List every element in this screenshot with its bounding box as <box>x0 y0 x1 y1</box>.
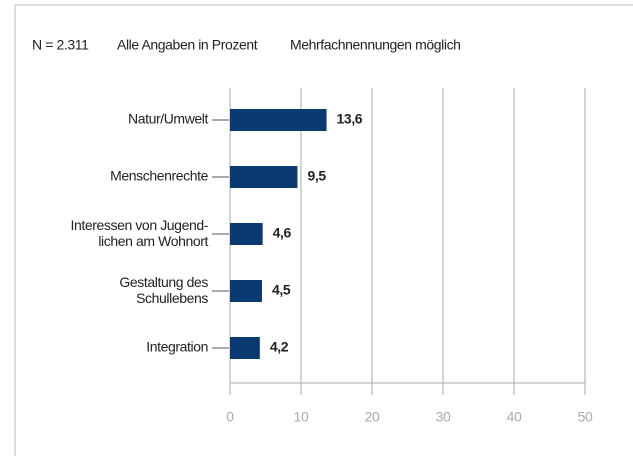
value-label: 9,5 <box>307 168 326 184</box>
bar <box>230 223 263 245</box>
bar <box>230 280 262 302</box>
x-tick-label: 10 <box>294 409 309 425</box>
y-tick-label: Gestaltung des Schullebens <box>119 274 208 306</box>
x-tick-label: 50 <box>578 409 593 425</box>
y-tick-label: Integration <box>146 339 208 355</box>
note: N = 2.311 <box>32 37 89 53</box>
value-label: 13,6 <box>337 111 363 127</box>
y-tick-label: Menschenrechte <box>110 168 209 184</box>
x-tick-label: 40 <box>507 409 522 425</box>
bar <box>230 109 327 131</box>
bar <box>230 166 298 188</box>
x-tick-label: 20 <box>365 409 380 425</box>
note: Alle Angaben in Prozent <box>117 37 258 53</box>
x-tick-label: 30 <box>436 409 451 425</box>
bar <box>230 337 260 359</box>
x-tick-label: 0 <box>226 409 234 425</box>
y-tick-label: Natur/Umwelt <box>128 111 209 127</box>
note: Mehrfachnennungen möglich <box>290 37 461 53</box>
y-tick-label: Interessen von Jugend-lichen am Wohnort <box>70 217 208 249</box>
value-label: 4,6 <box>273 225 292 241</box>
value-label: 4,5 <box>272 282 291 298</box>
value-label: 4,2 <box>270 339 289 355</box>
